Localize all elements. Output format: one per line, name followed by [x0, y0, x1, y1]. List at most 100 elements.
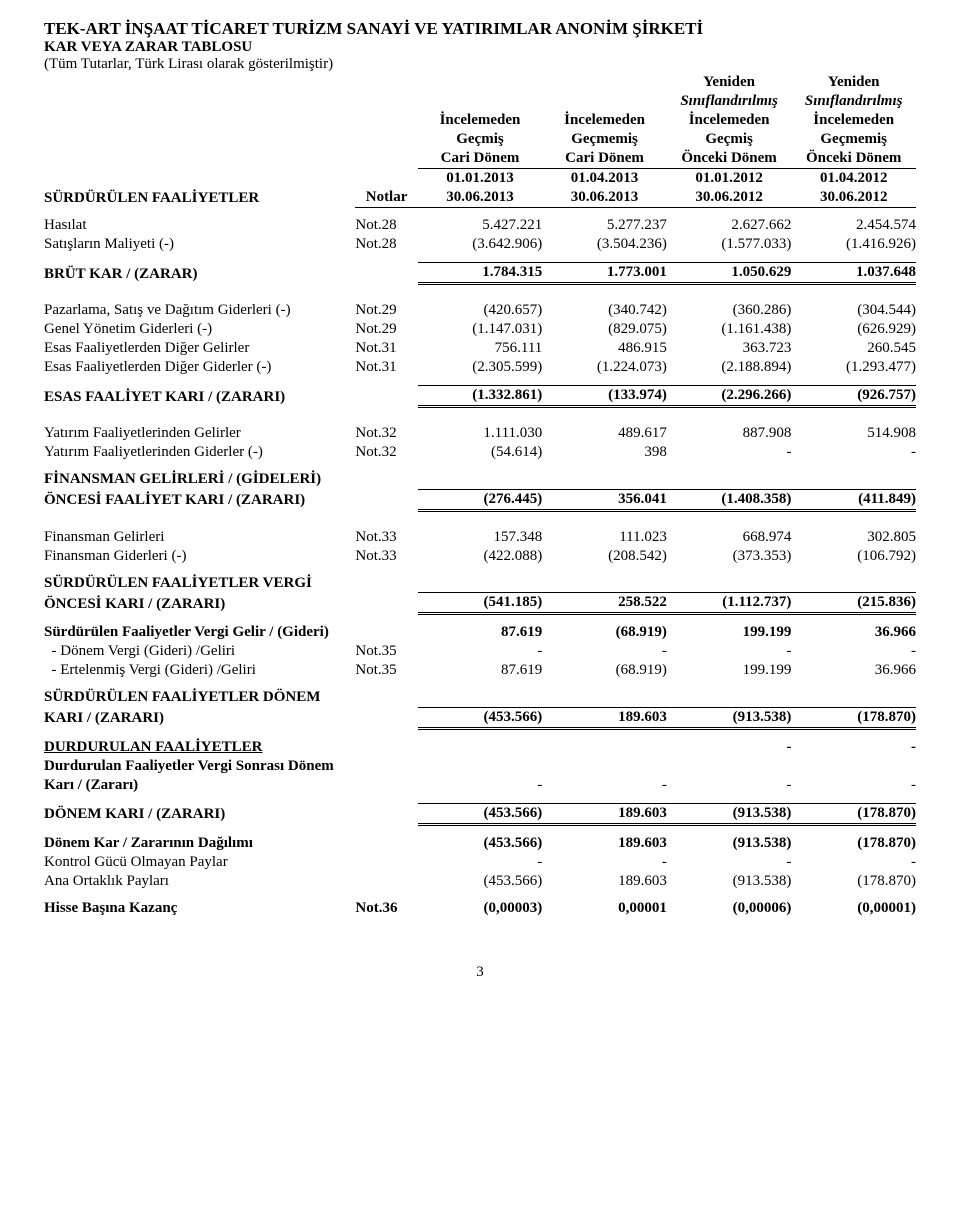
cell: (453.566)	[418, 707, 543, 728]
row-note: Not.29	[355, 320, 417, 339]
cell: (215.836)	[791, 593, 916, 614]
fin-oncesi-row: ÖNCESİ FAALİYET KARI / (ZARARI) (276.445…	[44, 489, 916, 510]
table-row: Esas Faaliyetlerden Diğer Gelirler Not.3…	[44, 339, 916, 358]
row-label: - Ertelenmiş Vergi (Gideri) /Geliri	[44, 661, 355, 680]
hdr-incel-2: İncelemeden	[542, 111, 667, 130]
cell: (453.566)	[418, 872, 543, 891]
page-number: 3	[44, 964, 916, 981]
hdr-period-2: Cari Dönem	[542, 149, 667, 169]
hdr-ds-1: 01.01.2013	[418, 169, 543, 189]
cell: 189.603	[542, 707, 667, 728]
cell: (1.112.737)	[667, 593, 792, 614]
cell: -	[542, 853, 667, 872]
cell: 189.603	[542, 834, 667, 853]
cell: 302.805	[791, 528, 916, 547]
cell: (340.742)	[542, 301, 667, 320]
hdr-yeniden-2: Yeniden	[791, 73, 916, 92]
cell: 489.617	[542, 424, 667, 443]
row-note: Not.36	[355, 899, 417, 918]
row-note: Not.31	[355, 339, 417, 358]
hdr-period-4: Önceki Dönem	[791, 149, 916, 169]
cell: (2.188.894)	[667, 358, 792, 377]
table-row: Satışların Maliyeti (-) Not.28 (3.642.90…	[44, 235, 916, 254]
income-statement-table: Yeniden Yeniden Sınıflandırılmış Sınıfla…	[44, 73, 916, 918]
cell	[542, 738, 667, 757]
cell: -	[667, 738, 792, 757]
row-label: KARI / (ZARARI)	[44, 707, 355, 728]
row-note	[355, 623, 417, 642]
cell: 189.603	[542, 872, 667, 891]
cell: (926.757)	[791, 386, 916, 407]
cell: (626.929)	[791, 320, 916, 339]
cell: (178.870)	[791, 803, 916, 824]
cell: -	[791, 776, 916, 795]
row-note: Not.32	[355, 424, 417, 443]
row-label: DÖNEM KARI / (ZARARI)	[44, 803, 355, 824]
hdr-de-2: 30.06.2013	[542, 188, 667, 208]
cell: -	[418, 642, 543, 661]
cell: (420.657)	[418, 301, 543, 320]
hdr-sinif-2: Sınıflandırılmış	[791, 92, 916, 111]
cell: (913.538)	[667, 872, 792, 891]
cell: (829.075)	[542, 320, 667, 339]
hdr-de-4: 30.06.2012	[791, 188, 916, 208]
cell: -	[667, 776, 792, 795]
cell: 36.966	[791, 623, 916, 642]
cell: 0,00001	[542, 899, 667, 918]
vergi-oncesi-label1: SÜRDÜRÜLEN FAALİYETLER VERGİ	[44, 574, 355, 593]
cell: (106.792)	[791, 547, 916, 566]
cell: 189.603	[542, 803, 667, 824]
row-label: Pazarlama, Satış ve Dağıtım Giderleri (-…	[44, 301, 355, 320]
hdr-ds-4: 01.04.2012	[791, 169, 916, 189]
cell: (541.185)	[418, 593, 543, 614]
cell: (373.353)	[667, 547, 792, 566]
cell: -	[542, 642, 667, 661]
cell: 260.545	[791, 339, 916, 358]
cell: 5.427.221	[418, 216, 543, 235]
cell: -	[791, 443, 916, 462]
table-row: Esas Faaliyetlerden Diğer Giderler (-) N…	[44, 358, 916, 377]
hdr-incel-4: İncelemeden	[791, 111, 916, 130]
hdr-incel-3: İncelemeden	[667, 111, 792, 130]
cell: 668.974	[667, 528, 792, 547]
esas-row: ESAS FAALİYET KARI / (ZARARI) (1.332.861…	[44, 386, 916, 407]
cell: (453.566)	[418, 834, 543, 853]
cell: (3.642.906)	[418, 235, 543, 254]
cell: (360.286)	[667, 301, 792, 320]
row-label: Hisse Başına Kazanç	[44, 899, 355, 918]
donem-kari-row: DÖNEM KARI / (ZARARI) (453.566) 189.603 …	[44, 803, 916, 824]
cell: (1.408.358)	[667, 489, 792, 510]
table-row: Pazarlama, Satış ve Dağıtım Giderleri (-…	[44, 301, 916, 320]
row-label: ÖNCESİ FAALİYET KARI / (ZARARI)	[44, 489, 355, 510]
row-note: Not.28	[355, 235, 417, 254]
row-label: Satışların Maliyeti (-)	[44, 235, 355, 254]
hdr-notlar: Notlar	[355, 188, 417, 208]
row-label: ESAS FAALİYET KARI / (ZARARI)	[44, 386, 355, 407]
cell: (411.849)	[791, 489, 916, 510]
cell: 87.619	[418, 623, 543, 642]
brut-kar-row: BRÜT KAR / (ZARAR) 1.784.315 1.773.001 1…	[44, 263, 916, 284]
hdr-period-3: Önceki Dönem	[667, 149, 792, 169]
hdr-ds-2: 01.04.2013	[542, 169, 667, 189]
hdr-period-1: Cari Dönem	[418, 149, 543, 169]
row-label: Hasılat	[44, 216, 355, 235]
row-note: Not.33	[355, 547, 417, 566]
row-note: Not.28	[355, 216, 417, 235]
row-label: Esas Faaliyetlerden Diğer Giderler (-)	[44, 358, 355, 377]
row-note: Not.33	[355, 528, 417, 547]
cell: (913.538)	[667, 707, 792, 728]
cell: -	[791, 738, 916, 757]
section-ongoing: SÜRDÜRÜLEN FAALİYETLER	[44, 188, 355, 208]
row-label: Esas Faaliyetlerden Diğer Gelirler	[44, 339, 355, 358]
cell: (453.566)	[418, 803, 543, 824]
cell: -	[791, 853, 916, 872]
cell: (178.870)	[791, 872, 916, 891]
table-row: Sürdürülen Faaliyetler Vergi Gelir / (Gi…	[44, 623, 916, 642]
cell: -	[667, 853, 792, 872]
table-row: Yatırım Faaliyetlerinden Gelirler Not.32…	[44, 424, 916, 443]
cell: 111.023	[542, 528, 667, 547]
cell: (133.974)	[542, 386, 667, 407]
cell: 5.277.237	[542, 216, 667, 235]
cell: (1.224.073)	[542, 358, 667, 377]
hdr-de-1: 30.06.2013	[418, 188, 543, 208]
